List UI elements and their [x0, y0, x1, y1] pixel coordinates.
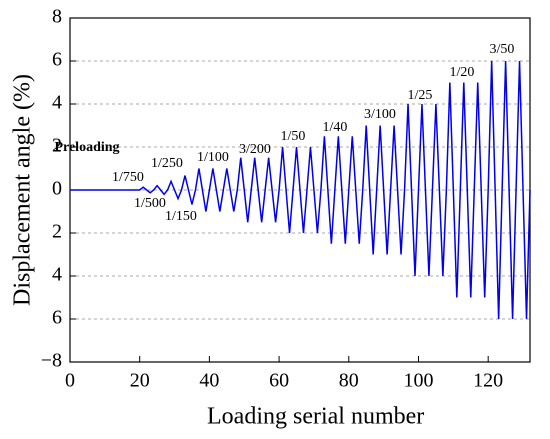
x-tick-label: 60 [269, 370, 289, 392]
x-tick-label: 80 [339, 370, 359, 392]
x-tick-label: 20 [130, 370, 150, 392]
annotation: 1/40 [323, 120, 348, 135]
y-axis-label: Displacement angle (%) [10, 74, 36, 306]
x-tick-label: 100 [403, 370, 433, 392]
annotation: 3/50 [490, 42, 515, 57]
annotation: 1/250 [151, 156, 183, 171]
annotation: 1/500 [134, 196, 166, 211]
annotation: 1/20 [450, 65, 475, 80]
x-tick-label: 40 [199, 370, 219, 392]
y-tick-label: 6 [52, 307, 62, 329]
y-tick-label: 0 [52, 178, 62, 200]
y-tick-label: 8 [52, 6, 62, 28]
x-axis-label: Loading serial number [207, 404, 424, 430]
annotation: 1/100 [197, 150, 229, 165]
x-tick-label: 0 [65, 370, 75, 392]
annotation: Preloading [54, 140, 119, 155]
annotation: 3/100 [364, 107, 396, 122]
y-tick-label: 2 [52, 135, 62, 157]
y-tick-label: 4 [52, 92, 62, 114]
annotation: 1/50 [281, 129, 306, 144]
annotation: 3/200 [239, 142, 271, 157]
y-tick-label: 6 [52, 49, 62, 71]
y-tick-label: −8 [41, 350, 62, 372]
annotation: 1/750 [112, 170, 144, 185]
x-tick-label: 120 [473, 370, 503, 392]
annotation: 1/25 [408, 88, 433, 103]
y-tick-label: 2 [52, 221, 62, 243]
y-tick-label: 4 [52, 264, 62, 286]
data-line [70, 60, 531, 320]
annotation: 1/150 [165, 209, 197, 224]
